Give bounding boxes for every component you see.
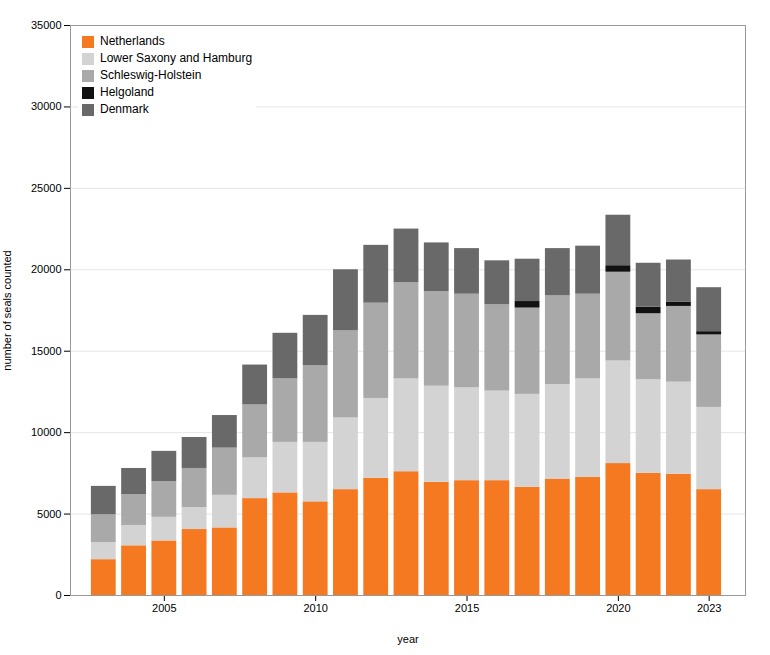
- html-text:Netherlands: Netherlands: [100, 34, 165, 48]
- svg-text:20000: 20000: [31, 263, 62, 275]
- svg-text:25000: 25000: [31, 182, 62, 194]
- svg-text:10000: 10000: [31, 426, 62, 438]
- svg-text:30000: 30000: [31, 100, 62, 112]
- svg-text:2020: 2020: [606, 602, 630, 614]
- html-text:Schleswig-Holstein: Schleswig-Holstein: [100, 68, 202, 82]
- html-text:Helgoland: Helgoland: [100, 85, 154, 99]
- html-text:Lower Saxony and Hamburg: Lower Saxony and Hamburg: [100, 51, 253, 65]
- html-text:Denmark: Denmark: [100, 102, 149, 116]
- svg-text:2023: 2023: [697, 602, 721, 614]
- svg-text:2005: 2005: [152, 602, 176, 614]
- svg-text:2010: 2010: [303, 602, 327, 614]
- svg-text:5000: 5000: [37, 508, 61, 520]
- svg-text:number of seals counted: number of seals counted: [1, 250, 13, 370]
- svg-text:year: year: [397, 633, 419, 645]
- svg-text:2015: 2015: [455, 602, 479, 614]
- svg-text:15000: 15000: [31, 345, 62, 357]
- svg-text:35000: 35000: [31, 19, 62, 31]
- svg-text:0: 0: [55, 589, 61, 601]
